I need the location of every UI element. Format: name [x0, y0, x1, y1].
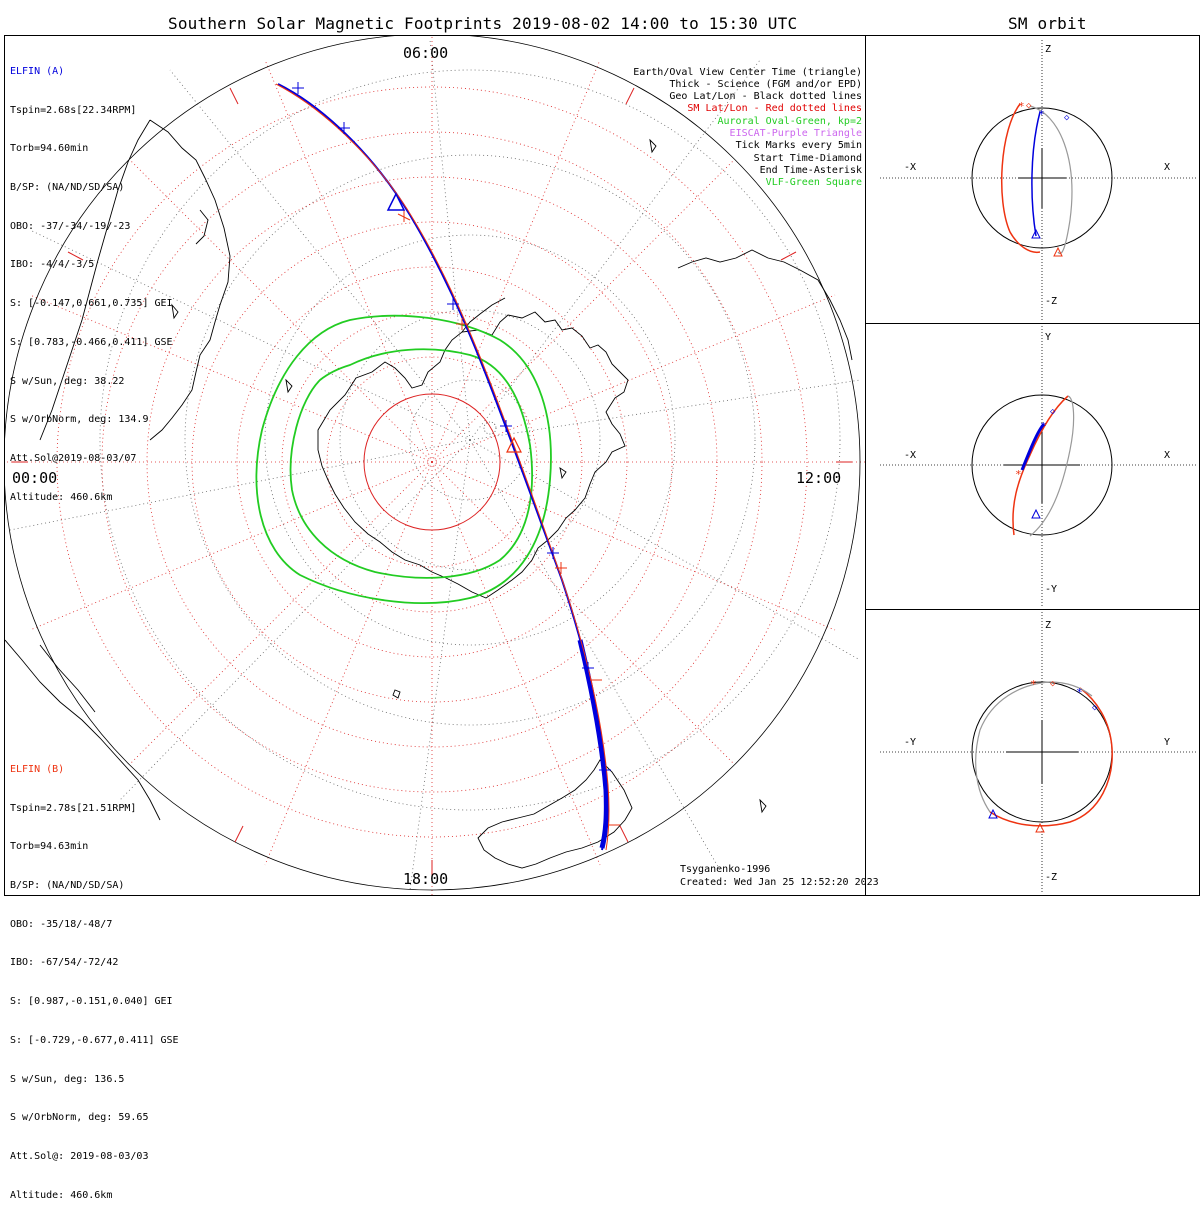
footprint-map: * ◇ * ◇ * ◇ * * ◇ * ◇: [4, 35, 1200, 896]
elfin-a-science: [577, 639, 609, 849]
svg-text:◇: ◇: [1092, 703, 1098, 713]
australia-outline: [477, 759, 633, 869]
hour-label-left: 00:00: [12, 469, 58, 487]
orbit2-right-label: X: [1164, 450, 1171, 461]
svg-text:*: *: [1038, 108, 1045, 121]
elfin-b-name: ELFIN (B): [10, 763, 65, 775]
legend-entry: Earth/Oval View Center Time (triangle): [633, 66, 862, 78]
orbit3-left-label: -Y: [904, 737, 917, 748]
elfin-b-line: IBO: -67/54/-72/42: [10, 957, 119, 969]
elfin-b-line: S w/OrbNorm, deg: 59.65: [10, 1112, 149, 1124]
orbit2-top-label: Y: [1045, 332, 1052, 343]
svg-text:*: *: [1018, 100, 1025, 113]
geo-grid: [9, 39, 861, 891]
orbit-panel-yz: * ◇ * ◇: [880, 612, 1198, 892]
auroral-oval-outer: [255, 314, 552, 604]
orbit1-right-label: X: [1164, 162, 1171, 173]
orbit3-right-label: Y: [1164, 737, 1171, 748]
elfin-b-line: Tspin=2.78s[21.51RPM]: [10, 802, 137, 814]
elfin-a-line: Altitude: 460.6km: [10, 491, 113, 503]
svg-text:◇: ◇: [1064, 113, 1070, 123]
elfin-b-line: B/SP: (NA/ND/SD/SA): [10, 879, 125, 891]
orbit3-top-label: Z: [1045, 620, 1052, 631]
orbit-panel-xz: * ◇ * ◇: [880, 40, 1198, 320]
elfin-a-line: S w/Sun, deg: 38.22: [10, 375, 125, 387]
svg-text:◇: ◇: [1050, 407, 1056, 417]
svg-text:◇: ◇: [1050, 679, 1056, 689]
elfin-a-line: Torb=94.60min: [10, 143, 89, 155]
elfin-b-track: [275, 83, 610, 851]
hour-label-right: 12:00: [796, 469, 842, 487]
legend-entry: SM Lat/Lon - Red dotted lines: [687, 103, 862, 115]
outer-boundary: [5, 36, 861, 891]
legend-entry: VLF-Green Square: [765, 177, 862, 189]
legend-entry: Geo Lat/Lon - Black dotted lines: [669, 91, 862, 103]
orbit2-bottom-label: -Y: [1045, 584, 1058, 595]
svg-text:*: *: [1030, 678, 1037, 691]
elfin-a-line: OBO: -37/-34/-19/-23: [10, 220, 131, 232]
legend-entry: Thick - Science (FGM and/or EPD): [669, 78, 862, 90]
legend-entry: End Time-Asterisk: [759, 164, 862, 176]
legend: Earth/Oval View Center Time (triangle) Th…: [633, 42, 862, 202]
plot-title: Southern Solar Magnetic Footprints 2019-…: [168, 14, 798, 33]
elfin-b-line: Torb=94.63min: [10, 841, 89, 853]
legend-entry: Tick Marks every 5min: [735, 140, 862, 152]
hour-label-top: 06:00: [403, 44, 449, 62]
orbit3-bottom-label: -Z: [1045, 872, 1058, 883]
track-ticks-b: [397, 210, 620, 826]
elfin-a-center-triangle: [386, 192, 406, 211]
elfin-a-line: IBO: -4/4/-3/5: [10, 259, 95, 271]
created-label: Created: Wed Jan 25 12:52:20 2023: [680, 877, 879, 888]
africa-outline: [677, 249, 853, 361]
orbit-panel-xy: * ◇ *: [880, 326, 1198, 606]
track-ticks: [292, 82, 611, 776]
elfin-b-info: ELFIN (B) Tspin=2.78s[21.51RPM] Torb=94.…: [10, 738, 179, 1216]
elfin-a-line: S: [-0.147,0.661,0.735] GEI: [10, 298, 173, 310]
elfin-b-line: Att.Sol@: 2019-08-03/03: [10, 1151, 149, 1162]
orbit-title: SM orbit: [1008, 14, 1087, 33]
elfin-b-center-triangle: [506, 436, 522, 453]
svg-text:*: *: [1040, 420, 1047, 433]
sm-inner-circle: [363, 393, 501, 531]
elfin-b-line: S: [-0.729,-0.677,0.411] GSE: [10, 1034, 179, 1046]
orbit1-bottom-label: -Z: [1045, 296, 1058, 307]
elfin-a-line: Tspin=2.68s[22.34RPM]: [10, 104, 137, 116]
elfin-a-line: B/SP: (NA/ND/SD/SA): [10, 181, 125, 193]
elfin-a-info: ELFIN (A) Tspin=2.68s[22.34RPM] Torb=94.…: [10, 40, 173, 518]
elfin-b-line: S w/Sun, deg: 136.5: [10, 1073, 125, 1085]
legend-entry: Auroral Oval-Green, kp=2: [717, 115, 863, 127]
sm-hour-ticks: [12, 87, 852, 876]
legend-entry: EISCAT-Purple Triangle: [729, 128, 862, 140]
elfin-a-line: S: [0.783,-0.466,0.411] GSE: [10, 336, 173, 348]
svg-text:◇: ◇: [1026, 101, 1032, 111]
auroral-oval: [255, 314, 552, 604]
elfin-a-line: Att.Sol@2019-08-03/07: [10, 453, 137, 464]
elfin-a-name: ELFIN (A): [10, 65, 65, 77]
south-america-outline: [39, 119, 231, 441]
orbit1-top-label: Z: [1045, 44, 1052, 55]
elfin-a-line: S w/OrbNorm, deg: 134.9: [10, 414, 149, 426]
elfin-b-line: OBO: -35/18/-48/7: [10, 918, 113, 930]
elfin-b-line: S: [0.987,-0.151,0.040] GEI: [10, 996, 173, 1008]
svg-text:*: *: [1076, 686, 1083, 699]
model-label: Tsyganenko-1996: [680, 864, 771, 875]
orbit1-left-label: -X: [904, 162, 917, 173]
sm-grid: [5, 36, 865, 895]
orbit2-left-label: -X: [904, 450, 917, 461]
continent-outlines: [5, 119, 853, 869]
legend-entry: Start Time-Diamond: [753, 152, 862, 164]
svg-text:*: *: [1015, 468, 1022, 481]
hour-label-bottom: 18:00: [403, 870, 449, 888]
antarctica-outline: [317, 311, 629, 599]
auroral-oval-inner: [289, 348, 533, 579]
elfin-b-line: Altitude: 460.6km: [10, 1189, 113, 1201]
